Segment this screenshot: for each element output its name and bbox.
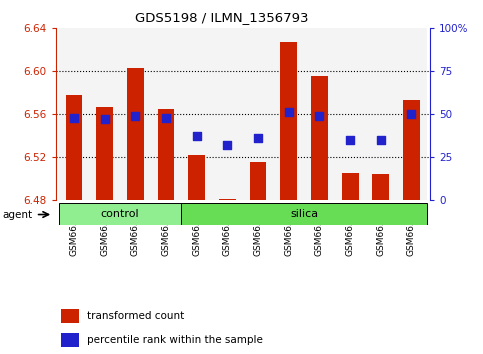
Point <box>408 111 415 117</box>
Bar <box>151 28 181 200</box>
Bar <box>304 28 335 200</box>
Text: agent: agent <box>2 210 32 219</box>
Text: transformed count: transformed count <box>87 311 185 321</box>
Bar <box>89 28 120 200</box>
Bar <box>335 28 366 200</box>
FancyBboxPatch shape <box>181 203 427 225</box>
Bar <box>366 28 396 200</box>
Bar <box>61 333 79 347</box>
Bar <box>212 28 243 200</box>
Point <box>377 137 384 143</box>
Point <box>254 135 262 141</box>
Bar <box>188 155 205 200</box>
Text: percentile rank within the sample: percentile rank within the sample <box>87 335 263 345</box>
Point <box>193 134 200 139</box>
Bar <box>403 100 420 200</box>
Point <box>70 115 78 120</box>
Bar <box>61 309 79 323</box>
Bar <box>341 173 358 200</box>
Text: GDS5198 / ILMN_1356793: GDS5198 / ILMN_1356793 <box>135 11 309 24</box>
FancyBboxPatch shape <box>58 203 181 225</box>
Point <box>131 113 139 119</box>
Bar <box>250 162 267 200</box>
Bar <box>120 28 151 200</box>
Point <box>101 116 109 122</box>
Bar <box>273 28 304 200</box>
Bar <box>280 42 297 200</box>
Bar <box>311 75 328 200</box>
Point <box>162 115 170 120</box>
Bar <box>127 68 144 200</box>
Text: silica: silica <box>290 209 318 219</box>
Bar <box>372 174 389 200</box>
Point <box>315 113 323 119</box>
Point <box>224 142 231 148</box>
Bar <box>243 28 273 200</box>
Bar <box>219 199 236 200</box>
Bar <box>181 28 212 200</box>
Bar <box>58 28 89 200</box>
Point <box>285 110 293 115</box>
Bar <box>157 109 174 200</box>
Bar <box>96 107 113 200</box>
Bar <box>66 95 83 200</box>
Point <box>346 137 354 143</box>
Text: control: control <box>100 209 139 219</box>
Bar <box>396 28 427 200</box>
